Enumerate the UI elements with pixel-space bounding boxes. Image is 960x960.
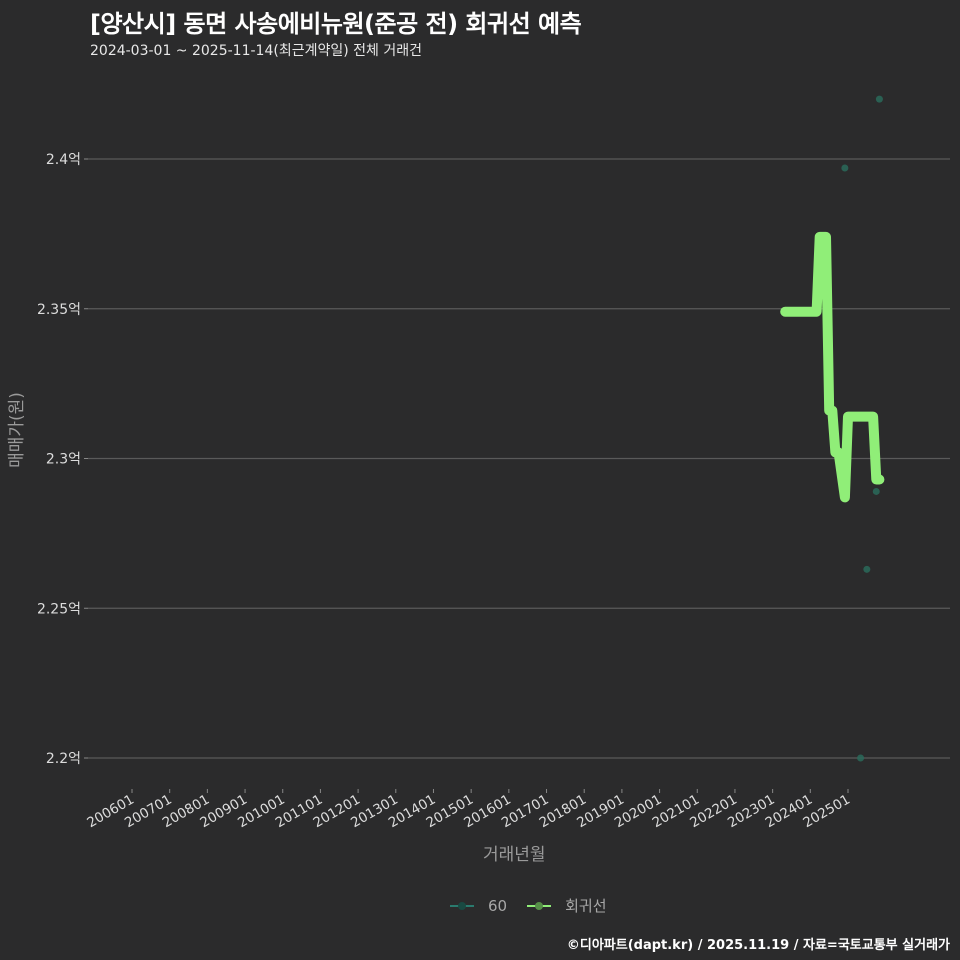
y-tick-label: 2.3억 (46, 452, 81, 468)
y-tick-label: 2.4억 (46, 152, 81, 168)
y-tick-label: 2.25억 (37, 601, 81, 617)
data-point (863, 565, 871, 573)
legend-item-regression: 회귀선 (527, 895, 607, 916)
data-point (875, 95, 883, 103)
x-axis-label: 거래년월 (483, 845, 546, 865)
y-axis-label: 매매가(원) (7, 392, 27, 468)
y-tick-label: 2.2억 (46, 751, 81, 767)
chart-subtitle: 2024-03-01 ~ 2025-11-14(최근계약일) 전체 거래건 (90, 43, 422, 59)
legend: 60 회귀선 (450, 895, 619, 916)
legend-swatch-60-icon (450, 904, 474, 907)
y-tick-label: 2.35억 (37, 302, 81, 318)
y-axis-ticks: 2.2억 2.25억 2.3억 2.35억 2.4억 (37, 152, 88, 767)
regression-path (780, 231, 885, 503)
data-point (857, 754, 865, 762)
regression-line (780, 231, 885, 503)
data-point (841, 164, 849, 172)
legend-item-60: 60 (450, 897, 507, 915)
legend-swatch-regression-icon (527, 904, 552, 907)
x-axis-ticks: 2006012007012008012009012010012011012012… (84, 789, 853, 831)
data-point (872, 487, 880, 495)
scatter-points (841, 95, 883, 762)
chart-title: [양산시] 동면 사송에비뉴원(준공 전) 회귀선 예측 (90, 10, 582, 38)
footer-credit: ©디아파트(dapt.kr) / 2025.11.19 / 자료=국토교통부 실… (566, 938, 950, 953)
